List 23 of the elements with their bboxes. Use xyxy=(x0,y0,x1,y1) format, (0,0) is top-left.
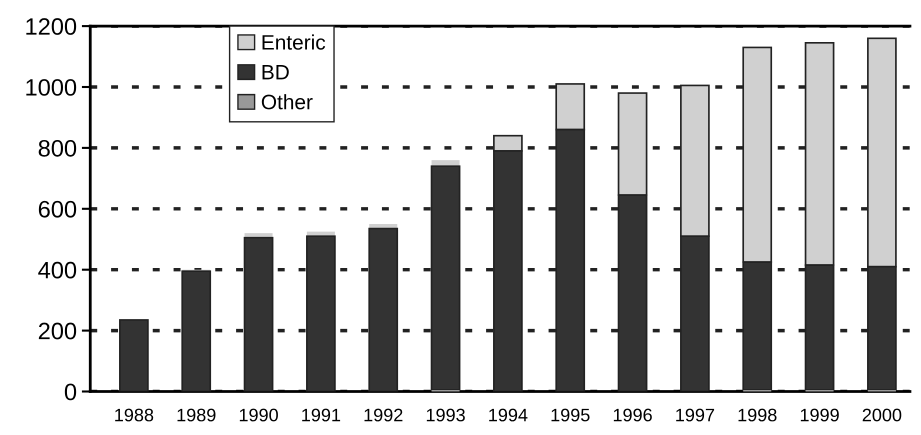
legend-label: Other xyxy=(262,94,313,110)
y-tick-label: 200 xyxy=(38,322,76,340)
y-tick-label: 400 xyxy=(38,262,76,278)
x-tick-label: 1994 xyxy=(489,408,528,422)
x-tick-label: 1988 xyxy=(115,408,154,422)
y-tick-label: 1200 xyxy=(26,18,76,35)
x-tick-label: 1996 xyxy=(614,408,652,422)
x-tick-label: 1998 xyxy=(738,408,777,422)
legend-label: BD xyxy=(262,65,289,80)
x-tick-label: 2000 xyxy=(862,408,902,422)
y-tick-label: 600 xyxy=(38,200,76,218)
x-tick-label: 1990 xyxy=(240,408,278,422)
x-tick-label: 1993 xyxy=(426,408,465,422)
y-tick-label: 1000 xyxy=(26,79,76,96)
x-tick-label: 1992 xyxy=(364,408,402,422)
y-tick-label: 800 xyxy=(38,140,76,157)
x-tick-label: 1991 xyxy=(302,408,340,422)
y-tick-label: 0 xyxy=(64,384,76,400)
x-tick-label: 1995 xyxy=(552,408,590,422)
x-tick-label: 1989 xyxy=(178,408,216,422)
x-tick-label: 1997 xyxy=(676,408,714,422)
x-tick-label: 1999 xyxy=(800,408,839,422)
legend-label: Enteric xyxy=(262,34,326,50)
